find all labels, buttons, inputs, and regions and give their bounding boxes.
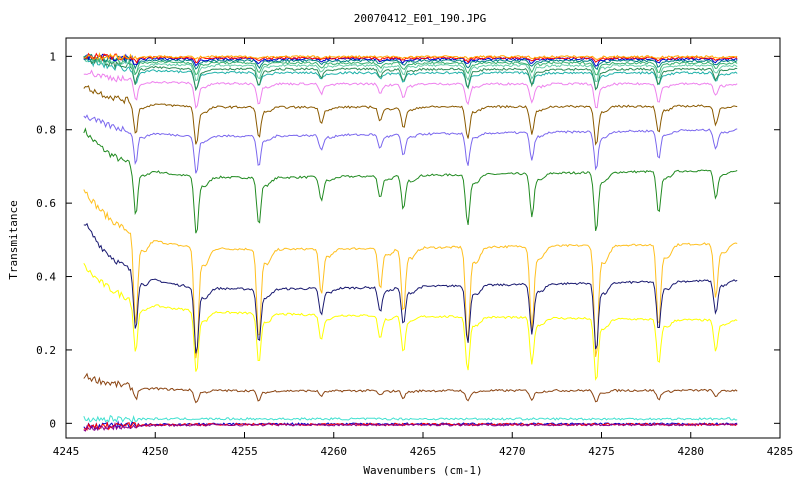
x-tick-label: 4245 bbox=[53, 445, 80, 458]
x-tick-label: 4265 bbox=[410, 445, 437, 458]
series-line-1 bbox=[83, 189, 738, 359]
y-tick-label: 0.2 bbox=[36, 344, 56, 357]
x-tick-label: 4270 bbox=[499, 445, 526, 458]
y-tick-label: 1 bbox=[49, 50, 56, 63]
x-tick-label: 4285 bbox=[767, 445, 794, 458]
series-line-7 bbox=[83, 69, 738, 109]
x-tick-label: 4260 bbox=[321, 445, 348, 458]
series-line-11 bbox=[83, 53, 738, 76]
series-line-15 bbox=[83, 51, 738, 61]
chart-title: 20070412_E01_190.JPG bbox=[354, 12, 486, 25]
x-tick-label: 4280 bbox=[678, 445, 705, 458]
series-line-0 bbox=[83, 127, 738, 234]
y-tick-label: 0 bbox=[49, 417, 56, 430]
y-axis: 0 0.2 0.4 0.6 0.8 1 bbox=[36, 50, 780, 430]
x-tick-label: 4250 bbox=[142, 445, 169, 458]
series-line-12 bbox=[83, 53, 738, 71]
x-axis-label: Wavenumbers (cm-1) bbox=[363, 464, 482, 477]
y-axis-label: Transmitance bbox=[7, 200, 20, 279]
series-line-14 bbox=[83, 52, 738, 64]
series-line-19 bbox=[83, 421, 738, 432]
x-tick-label: 4255 bbox=[231, 445, 258, 458]
series-line-16 bbox=[83, 414, 738, 423]
series-line-2 bbox=[83, 222, 738, 354]
series-line-6 bbox=[83, 85, 738, 146]
series-line-5 bbox=[83, 114, 738, 174]
series-line-10 bbox=[83, 55, 738, 83]
series-line-13 bbox=[83, 53, 738, 67]
plot-frame bbox=[65, 37, 781, 439]
series-layer bbox=[83, 51, 738, 432]
y-tick-label: 0.6 bbox=[36, 197, 56, 210]
series-line-4 bbox=[83, 372, 738, 404]
y-tick-label: 0.8 bbox=[36, 124, 56, 137]
y-tick-label: 0.4 bbox=[36, 271, 56, 284]
x-tick-label: 4275 bbox=[588, 445, 615, 458]
series-line-3 bbox=[83, 262, 738, 381]
x-axis: 4245 4250 4255 4260 4265 4270 4275 4280 4285 bbox=[53, 38, 794, 458]
series-line-9 bbox=[83, 56, 738, 92]
